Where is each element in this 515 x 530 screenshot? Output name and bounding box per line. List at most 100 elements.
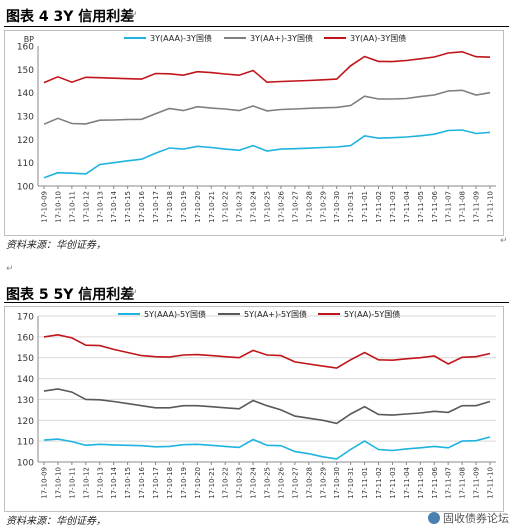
y-tick-label: 160 [17,333,34,343]
y-tick-label: 110 [17,159,34,169]
x-tick-label: 17-10-29 [319,467,327,499]
x-tick-label: 17-11-08 [459,191,467,223]
paragraph-mark: ↵ [500,236,508,246]
series-line [43,436,491,460]
x-tick-label: 17-10-28 [305,467,313,499]
y-tick-label: 150 [17,354,34,364]
x-tick-label: 17-10-18 [166,467,174,499]
x-tick-label: 17-10-25 [264,467,272,499]
x-tick-label: 17-10-14 [110,190,118,222]
x-tick-label: 17-10-24 [250,190,258,222]
x-tick-label: 17-10-22 [222,467,230,499]
series-line [43,333,491,369]
title-rule [4,26,509,27]
paragraph-mark: ↵ [6,264,14,274]
series-line [43,129,491,179]
x-tick-label: 17-10-09 [41,191,49,223]
watermark-text: 固收债券论坛 [443,512,509,525]
paragraph-mark: ↵ [130,288,138,298]
y-tick-label: 120 [17,417,34,427]
x-tick-label: 17-10-23 [236,467,244,499]
series-line [43,50,491,84]
x-tick-label: 17-10-30 [333,467,341,499]
y-tick-label: 140 [17,89,34,99]
x-tick-label: 17-10-10 [54,191,62,223]
x-tick-label: 17-10-19 [180,191,188,223]
legend-label: 5Y(AAA)-5Y国债 [144,309,206,319]
x-tick-label: 17-10-24 [250,466,258,498]
x-tick-label: 17-10-27 [291,467,299,499]
x-tick-label: 17-10-26 [277,466,285,498]
series-line [43,388,491,425]
y-tick-label: 100 [17,459,34,469]
x-tick-label: 17-10-31 [347,191,355,223]
chart-frame [4,306,504,512]
y-tick-label: 170 [17,313,34,323]
series-line [43,89,491,125]
x-tick-label: 17-10-17 [152,467,160,499]
legend-label: 3Y(AA)-3Y国债 [350,33,406,43]
x-tick-label: 17-11-06 [431,466,439,498]
legend-label: 5Y(AA)-5Y国债 [344,309,400,319]
x-tick-label: 17-11-08 [459,467,467,499]
figure-title: 图表 5 5Y 信用利差 [6,287,135,303]
x-tick-label: 17-10-23 [236,191,244,223]
y-tick-label: 150 [17,66,34,76]
x-tick-label: 17-10-10 [54,467,62,499]
y-tick-label: 130 [17,396,34,406]
x-tick-label: 17-10-30 [333,191,341,223]
x-tick-label: 17-10-26 [277,190,285,222]
x-tick-label: 17-10-09 [41,467,49,499]
x-tick-label: 17-10-20 [194,467,202,499]
x-tick-label: 17-10-11 [68,467,76,499]
x-tick-label: 17-11-06 [431,190,439,222]
wechat-icon [428,512,440,524]
chart-frame [4,30,504,236]
x-tick-label: 17-11-07 [445,467,453,499]
x-tick-label: 17-11-09 [473,191,481,223]
legend-label: 5Y(AA+)-5Y国债 [244,309,307,319]
title-rule [4,302,509,303]
x-tick-label: 17-10-17 [152,191,160,223]
x-tick-label: 17-10-15 [124,467,132,499]
x-tick-label: 17-11-02 [375,191,383,223]
y-axis-label: BP [24,35,34,44]
figure-title: 图表 4 3Y 信用利差 [6,9,135,25]
x-tick-label: 17-10-19 [180,467,188,499]
x-tick-label: 17-11-05 [417,467,425,499]
x-tick-label: 17-10-14 [110,466,118,498]
x-tick-label: 17-11-09 [473,467,481,499]
x-tick-label: 17-11-01 [361,467,369,499]
y-tick-label: 100 [17,183,34,193]
paragraph-mark: ↵ [130,10,138,20]
x-tick-label: 17-10-27 [291,191,299,223]
x-tick-label: 17-11-05 [417,191,425,223]
x-tick-label: 17-10-22 [222,191,230,223]
watermark: 固收债券论坛 [428,510,509,526]
x-tick-label: 17-10-13 [96,191,104,223]
source-note: 资料来源：华创证券， [6,516,106,527]
y-tick-label: 140 [17,375,34,385]
x-tick-label: 17-11-07 [445,191,453,223]
x-tick-label: 17-10-18 [166,191,174,223]
x-tick-label: 17-11-10 [487,191,495,223]
x-tick-label: 17-10-12 [82,467,90,499]
x-tick-label: 17-10-25 [264,191,272,223]
x-tick-label: 17-10-20 [194,191,202,223]
x-tick-label: 17-10-15 [124,191,132,223]
x-tick-label: 17-11-10 [487,467,495,499]
y-tick-label: 130 [17,113,34,123]
x-tick-label: 17-11-03 [389,191,397,223]
x-tick-label: 17-10-11 [68,191,76,223]
x-tick-label: 17-11-04 [403,190,411,222]
x-tick-label: 17-10-21 [208,191,216,223]
y-tick-label: 160 [17,43,34,53]
line-chart-5y: 100 110 120 130 140 150 160 170 17-10-09 17-10-10… [4,306,504,512]
x-tick-label: 17-10-16 [138,466,146,498]
x-tick-label: 17-10-28 [305,191,313,223]
x-tick-label: 17-10-16 [138,190,146,222]
x-tick-label: 17-10-12 [82,191,90,223]
x-tick-label: 17-11-02 [375,467,383,499]
source-note: 资料来源：华创证券， [6,240,106,251]
